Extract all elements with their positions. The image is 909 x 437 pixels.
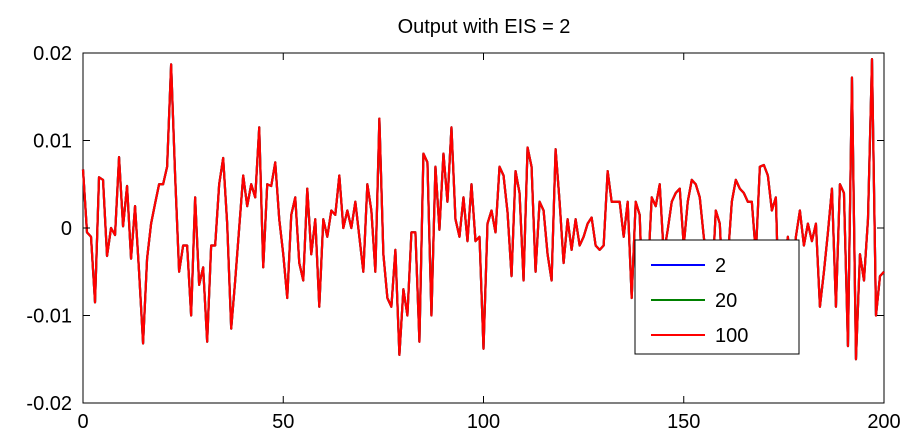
x-tick-label: 200 xyxy=(867,411,900,433)
series-lines xyxy=(81,58,885,361)
x-tick-label: 100 xyxy=(467,411,500,433)
y-tick-label: 0.02 xyxy=(33,43,72,65)
plot-area xyxy=(81,52,885,404)
chart-title: Output with EIS = 2 xyxy=(398,16,571,38)
y-tick-label: -0.02 xyxy=(26,393,72,415)
legend-label-2: 2 xyxy=(715,255,726,277)
y-tick-label: 0 xyxy=(61,218,72,240)
series-line-100 xyxy=(81,58,885,361)
legend: 2 20 100 xyxy=(634,239,800,355)
legend-label-20: 20 xyxy=(715,290,737,312)
y-tick-label: 0.01 xyxy=(33,131,72,153)
x-tick-label: 50 xyxy=(272,411,294,433)
y-axis: -0.02 -0.01 0 0.01 0.02 xyxy=(26,43,884,415)
x-tick-label: 0 xyxy=(77,411,88,433)
y-tick-label: -0.01 xyxy=(26,306,72,328)
x-axis: 0 50 100 150 200 xyxy=(77,53,901,433)
legend-label-100: 100 xyxy=(715,325,748,347)
x-tick-label: 150 xyxy=(667,411,700,433)
